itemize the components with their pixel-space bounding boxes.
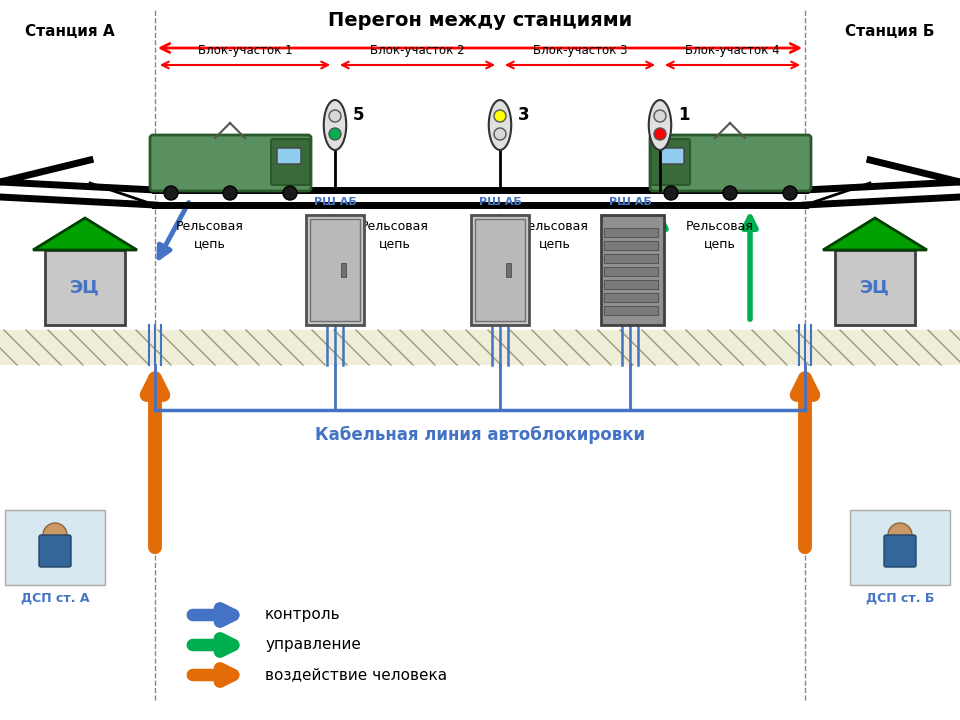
Text: Рельсовая
цепь: Рельсовая цепь <box>176 220 244 250</box>
Text: 5: 5 <box>353 106 365 124</box>
Circle shape <box>494 128 506 140</box>
Circle shape <box>329 128 341 140</box>
Bar <box>604 241 658 250</box>
Text: контроль: контроль <box>265 608 341 623</box>
FancyBboxPatch shape <box>150 135 311 191</box>
Circle shape <box>654 110 666 122</box>
Text: Рельсовая
цепь: Рельсовая цепь <box>686 220 754 250</box>
Text: Рельсовая
цепь: Рельсовая цепь <box>361 220 429 250</box>
Bar <box>5 510 105 585</box>
Text: Перегон между станциями: Перегон между станциями <box>328 11 632 30</box>
Circle shape <box>494 110 506 122</box>
Text: Блок-участок 2: Блок-участок 2 <box>371 44 465 57</box>
Bar <box>0 330 960 365</box>
Circle shape <box>723 186 737 200</box>
Bar <box>45 250 125 325</box>
Polygon shape <box>33 218 137 250</box>
Text: 1: 1 <box>678 106 689 124</box>
Text: Блок-участок 3: Блок-участок 3 <box>533 44 627 57</box>
FancyBboxPatch shape <box>277 148 301 164</box>
Bar <box>850 510 950 585</box>
Circle shape <box>43 523 67 547</box>
Bar <box>506 263 511 277</box>
Circle shape <box>329 110 341 122</box>
Bar <box>475 219 525 321</box>
FancyBboxPatch shape <box>650 135 811 191</box>
FancyBboxPatch shape <box>660 148 684 164</box>
Text: Станция А: Станция А <box>25 24 115 40</box>
Ellipse shape <box>489 100 512 150</box>
Ellipse shape <box>649 100 671 150</box>
Bar <box>601 215 664 325</box>
Bar <box>341 263 346 277</box>
Text: управление: управление <box>265 637 361 652</box>
Text: ЭЦ: ЭЦ <box>70 279 100 297</box>
Bar <box>604 254 658 263</box>
Text: ДСП ст. Б: ДСП ст. Б <box>866 592 934 605</box>
Circle shape <box>164 186 178 200</box>
FancyBboxPatch shape <box>884 535 916 567</box>
Bar <box>604 267 658 276</box>
Bar <box>604 280 658 289</box>
Bar <box>306 215 364 325</box>
Text: РШ АБ: РШ АБ <box>609 197 652 207</box>
Circle shape <box>888 523 912 547</box>
Circle shape <box>654 128 666 140</box>
Text: Кабельная линия автоблокировки: Кабельная линия автоблокировки <box>315 426 645 444</box>
FancyBboxPatch shape <box>39 535 71 567</box>
Bar <box>604 293 658 302</box>
Text: Блок-участок 1: Блок-участок 1 <box>198 44 292 57</box>
Text: ДСП ст. А: ДСП ст. А <box>21 592 89 605</box>
Ellipse shape <box>324 100 347 150</box>
FancyBboxPatch shape <box>271 139 310 185</box>
Bar <box>835 250 915 325</box>
Bar <box>471 215 529 325</box>
FancyBboxPatch shape <box>651 139 690 185</box>
Circle shape <box>223 186 237 200</box>
Text: ЭЦ: ЭЦ <box>860 279 890 297</box>
Circle shape <box>283 186 297 200</box>
Circle shape <box>664 186 678 200</box>
Text: Рельсовая
цепь: Рельсовая цепь <box>521 220 588 250</box>
Text: 3: 3 <box>518 106 530 124</box>
Text: РШ АБ: РШ АБ <box>479 197 521 207</box>
Bar <box>310 219 360 321</box>
Text: РШ АБ: РШ АБ <box>314 197 356 207</box>
Text: воздействие человека: воздействие человека <box>265 667 447 683</box>
Bar <box>604 306 658 315</box>
Text: Блок-участок 4: Блок-участок 4 <box>685 44 780 57</box>
Bar <box>604 228 658 237</box>
Circle shape <box>783 186 797 200</box>
Polygon shape <box>823 218 927 250</box>
Text: Станция Б: Станция Б <box>845 24 935 40</box>
